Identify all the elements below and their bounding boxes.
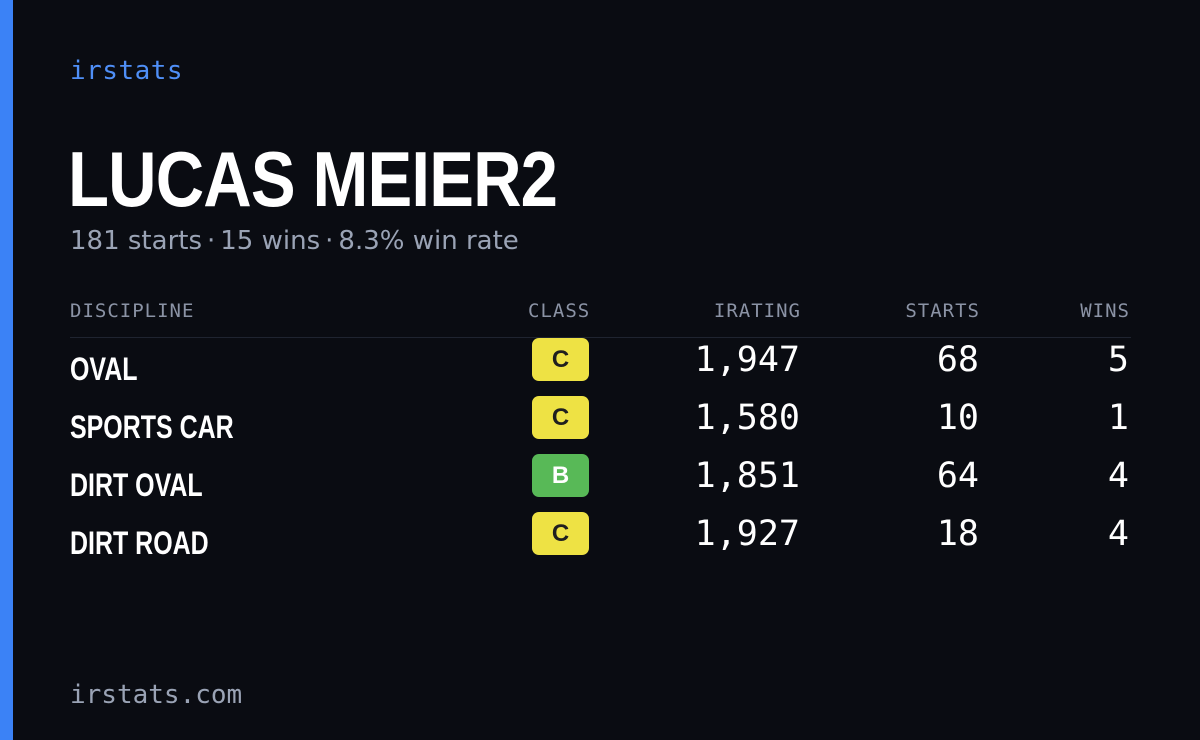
class-badge: B [532, 454, 589, 497]
class-badge: C [532, 512, 589, 555]
header-class: CLASS [528, 300, 591, 322]
header-irating: IRATING [713, 300, 801, 322]
starts-value: 18 [936, 514, 979, 554]
wins-value: 4 [1107, 456, 1129, 496]
summary-win-rate: 8.3% win rate [338, 226, 519, 256]
irating-value: 1,851 [694, 456, 800, 496]
starts-value: 64 [936, 456, 979, 496]
brand-logo: irstats [70, 56, 184, 86]
stats-table: DISCIPLINE CLASS IRATING STARTS WINS OVA… [70, 298, 1131, 570]
summary-starts: 181 starts [70, 226, 202, 256]
irating-value: 1,580 [694, 398, 800, 438]
footer-url[interactable]: irstats.com [70, 680, 243, 710]
starts-value: 10 [936, 398, 979, 438]
irating-value: 1,927 [694, 514, 800, 554]
discipline-name: SPORTS CAR [70, 409, 234, 445]
accent-bar [0, 0, 13, 740]
discipline-name: DIRT ROAD [70, 525, 209, 561]
header-starts: STARTS [905, 300, 980, 322]
class-badge: C [532, 396, 589, 439]
irating-value: 1,947 [694, 340, 800, 380]
wins-value: 4 [1107, 514, 1129, 554]
player-summary: 181 starts · 15 wins · 8.3% win rate [70, 226, 519, 256]
discipline-name: DIRT OVAL [70, 467, 203, 503]
wins-value: 1 [1107, 398, 1129, 438]
discipline-name: OVAL [70, 351, 138, 387]
table-row: DIRT ROAD C 1,927 18 4 [70, 512, 1131, 570]
summary-wins: 15 wins [220, 226, 321, 256]
starts-value: 68 [936, 340, 979, 380]
header-discipline: DISCIPLINE [70, 300, 195, 322]
table-row: SPORTS CAR C 1,580 10 1 [70, 396, 1131, 454]
wins-value: 5 [1107, 340, 1129, 380]
table-row: DIRT OVAL B 1,851 64 4 [70, 454, 1131, 512]
summary-separator: · [207, 226, 216, 256]
header-wins: WINS [1080, 300, 1130, 322]
table-row: OVAL C 1,947 68 5 [70, 338, 1131, 396]
summary-separator: · [325, 226, 334, 256]
class-badge: C [532, 338, 589, 381]
player-name: LUCAS MEIER2 [68, 135, 558, 223]
table-header: DISCIPLINE CLASS IRATING STARTS WINS [70, 298, 1131, 338]
